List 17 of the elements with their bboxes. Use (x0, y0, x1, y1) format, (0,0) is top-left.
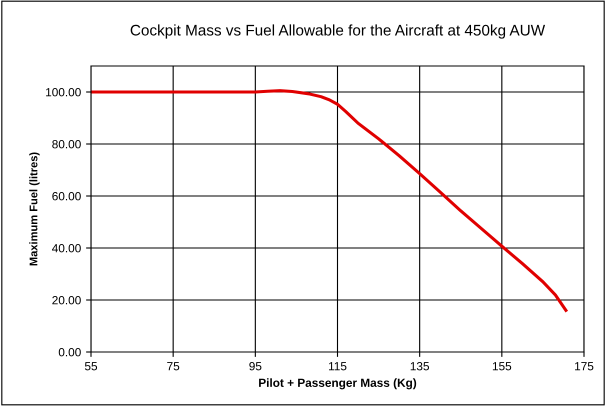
y-tick-label: 20.00 (52, 296, 81, 304)
x-tick-label: 75 (167, 362, 180, 370)
y-tick-label: 40.00 (52, 244, 81, 252)
y-axis-title: Maximum Fuel (litres) (29, 152, 40, 266)
x-tick-label: 95 (249, 362, 262, 370)
x-axis-title: Pilot + Passenger Mass (Kg) (259, 378, 416, 390)
x-tick-label: 135 (410, 362, 430, 370)
x-tick-label: 55 (84, 362, 98, 370)
line-series (91, 89, 568, 312)
x-tick-label: 115 (328, 362, 346, 370)
x-tick-label: 175 (575, 362, 594, 370)
y-tick-label: 0.00 (58, 348, 81, 356)
chart-title: Cockpit Mass vs Fuel Allowable for the Aircraft at 450kg AUW (130, 24, 546, 39)
y-tick-label: 80.00 (52, 140, 81, 148)
y-tick-label: 100.00 (46, 88, 81, 96)
y-tick-label: 60.00 (52, 192, 81, 200)
x-tick-label: 155 (492, 362, 512, 370)
